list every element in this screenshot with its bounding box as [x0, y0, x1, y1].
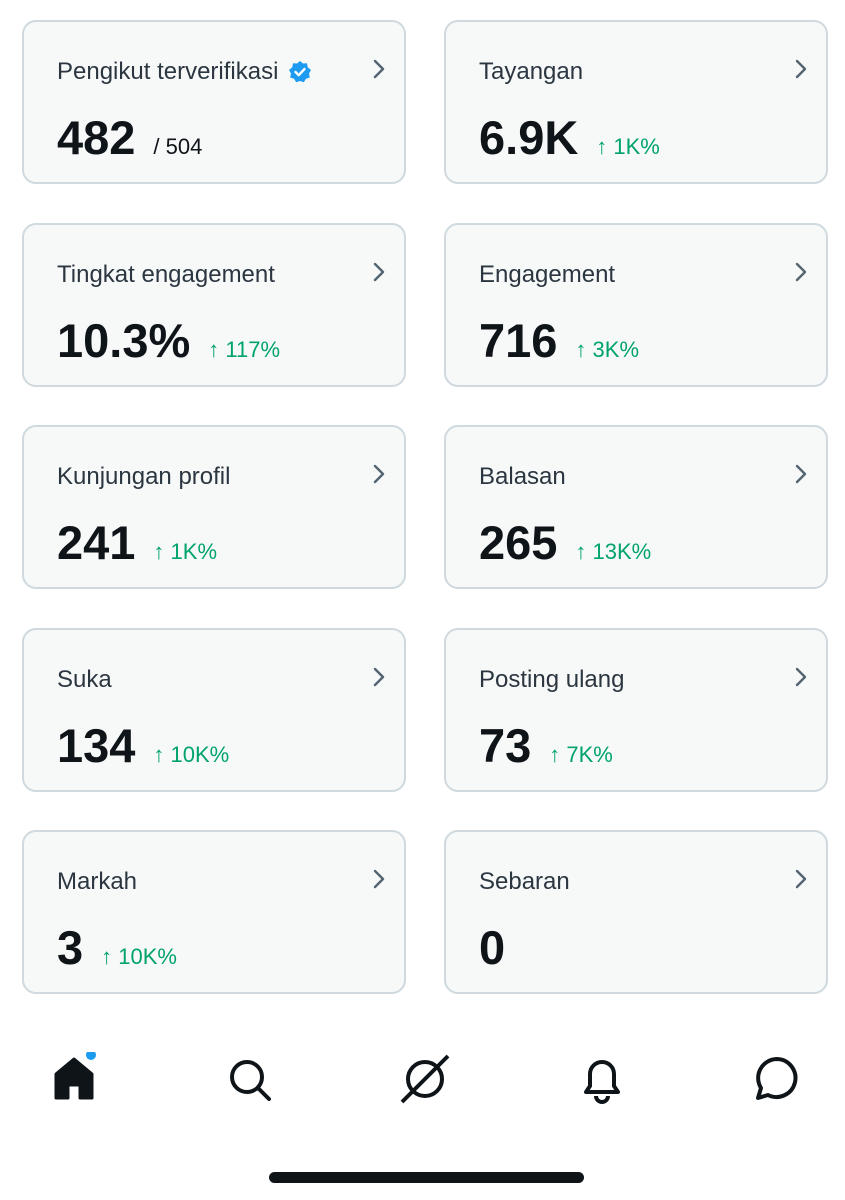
chevron-icon — [790, 261, 812, 288]
metric-card[interactable]: Pengikut terverifikasi 482 / 504 — [22, 20, 406, 184]
metric-change: ↑ 10K% — [101, 944, 177, 969]
metric-card[interactable]: Markah 3 ↑ 10K% — [22, 830, 406, 994]
metric-card[interactable]: Balasan 265 ↑ 13K% — [444, 425, 828, 589]
chevron-icon — [368, 463, 390, 490]
label-text: Suka — [57, 665, 112, 693]
metric-row: 3 ↑ 10K% — [57, 920, 177, 975]
label-text: Markah — [57, 868, 138, 895]
metric-change: ↑ 13K% — [575, 539, 652, 564]
metric-card[interactable]: Suka 134 ↑ 10K% — [22, 627, 406, 792]
metric-value: 73 — [479, 718, 532, 772]
label-text: Sebaran — [479, 868, 570, 895]
metric-value: 134 — [57, 718, 136, 772]
search-icon[interactable] — [224, 1052, 276, 1104]
chevron-icon — [790, 463, 812, 490]
metric-card[interactable]: Tayangan 6.9K ↑ 1K% — [444, 20, 828, 184]
metric-value: 0 — [479, 921, 506, 974]
metric-row: 482 / 504 — [57, 110, 202, 165]
label-text: Posting ulang — [479, 665, 625, 693]
chevron-icon — [368, 261, 390, 288]
chevron-icon — [368, 666, 390, 693]
metric-row: 6.9K ↑ 1K% — [479, 110, 660, 165]
metric-change: ↑ 117% — [208, 336, 281, 362]
metric-change: ↑ 3K% — [575, 336, 640, 362]
metric-change: ↑ 1K% — [596, 134, 660, 159]
metric-change: ↑ 10K% — [153, 741, 230, 767]
card-label: Engagement — [479, 261, 615, 289]
metric-card[interactable]: Engagement 716 ↑ 3K% — [444, 222, 828, 387]
label-text: Engagement — [479, 260, 616, 288]
metric-change: ↑ 1K% — [153, 539, 218, 564]
chevron-icon — [790, 58, 812, 85]
metric-card[interactable]: Sebaran 0 — [444, 830, 828, 994]
metric-card[interactable]: Tingkat engagement 10.3% ↑ 117% — [22, 222, 406, 387]
label-text: Balasan — [479, 463, 566, 490]
card-label: Suka — [57, 666, 112, 694]
metric-value: 241 — [57, 516, 136, 569]
card-label: Posting ulang — [479, 666, 624, 694]
chevron-icon — [368, 58, 390, 85]
metric-value: 6.9K — [479, 111, 579, 164]
card-label: Pengikut terverifikasi — [57, 58, 312, 86]
metric-row: 241 ↑ 1K% — [57, 515, 217, 570]
metric-row: 716 ↑ 3K% — [479, 313, 639, 368]
home-icon[interactable] — [48, 1052, 100, 1104]
card-label: Kunjungan profil — [57, 463, 230, 491]
label-text: Kunjungan profil — [57, 463, 231, 490]
metric-card[interactable]: Kunjungan profil 241 ↑ 1K% — [22, 425, 406, 589]
metric-total: / 504 — [153, 134, 203, 159]
metric-value: 482 — [57, 111, 136, 164]
chevron-icon — [790, 868, 812, 895]
messages-icon[interactable] — [751, 1052, 803, 1104]
metric-row: 265 ↑ 13K% — [479, 515, 651, 570]
card-label: Balasan — [479, 463, 566, 491]
metric-change: ↑ 7K% — [549, 741, 613, 767]
metric-row: 73 ↑ 7K% — [479, 718, 613, 773]
label-text: Tingkat engagement — [57, 260, 275, 288]
card-label: Markah — [57, 868, 137, 896]
metric-value: 716 — [479, 313, 558, 367]
home-indicator — [269, 1172, 584, 1183]
metric-row: 134 ↑ 10K% — [57, 718, 229, 773]
grok-icon[interactable] — [398, 1052, 452, 1106]
metric-card[interactable]: Posting ulang 73 ↑ 7K% — [444, 627, 828, 792]
label-text: Tayangan — [479, 58, 584, 85]
metric-value: 3 — [57, 921, 84, 974]
card-label: Tingkat engagement — [57, 261, 275, 289]
card-label: Sebaran — [479, 868, 570, 896]
chevron-icon — [368, 868, 390, 895]
notifications-icon[interactable] — [576, 1052, 628, 1104]
verified-badge — [288, 60, 312, 84]
label-text: Pengikut terverifikasi — [57, 58, 279, 85]
card-label: Tayangan — [479, 58, 583, 86]
metric-value: 10.3% — [57, 313, 191, 367]
metric-row: 10.3% ↑ 117% — [57, 313, 280, 368]
metric-value: 265 — [479, 516, 558, 569]
chevron-icon — [790, 666, 812, 693]
metric-row: 0 — [479, 920, 505, 975]
